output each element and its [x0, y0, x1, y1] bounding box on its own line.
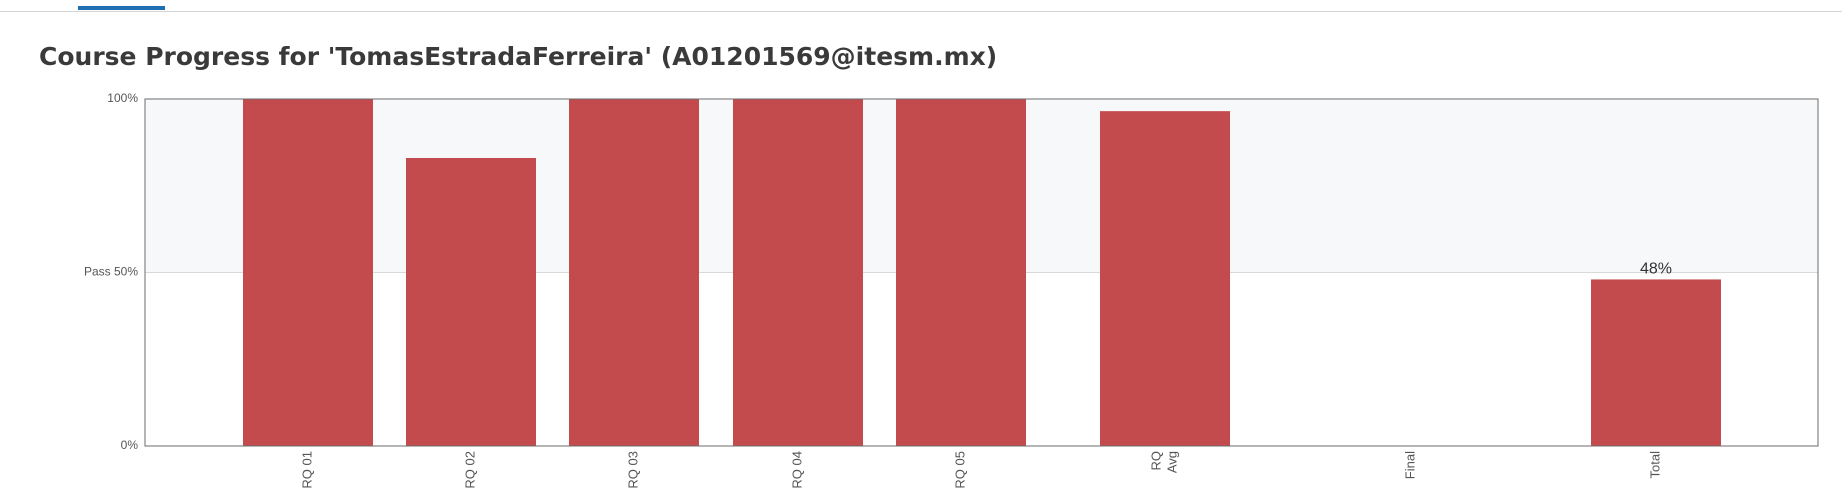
- active-tab-indicator[interactable]: [78, 6, 165, 10]
- bar-rq-avg[interactable]: [1100, 111, 1230, 447]
- bar-rq-01[interactable]: [243, 99, 373, 446]
- data-label: 48%: [1640, 260, 1672, 277]
- bar-rq-02[interactable]: [406, 157, 536, 447]
- x-tick-label: RQ 03: [625, 451, 640, 489]
- x-tick-label: RQ: [1148, 451, 1163, 471]
- x-tick-label: RQ 02: [462, 451, 477, 489]
- x-tick-label: Total: [1647, 451, 1662, 479]
- tab-bar: [0, 0, 1842, 12]
- bar-rq-03[interactable]: [569, 99, 699, 446]
- y-tick-label: 100%: [107, 91, 138, 105]
- bar-total[interactable]: [1591, 279, 1721, 446]
- x-tick-label: RQ 01: [299, 451, 314, 489]
- bar-rq-04[interactable]: [733, 99, 863, 446]
- plot-frame: [144, 98, 1819, 447]
- x-tick-label: RQ 05: [952, 451, 967, 489]
- y-tick-label: Pass 50%: [84, 265, 138, 279]
- y-tick-label: 0%: [121, 438, 139, 452]
- x-tick-label: Final: [1402, 451, 1417, 479]
- bar-rq-05[interactable]: [896, 99, 1026, 446]
- x-tick-label: Avg: [1164, 451, 1179, 473]
- x-tick-label: RQ 04: [789, 451, 804, 489]
- page-title: Course Progress for 'TomasEstradaFerreir…: [39, 42, 998, 71]
